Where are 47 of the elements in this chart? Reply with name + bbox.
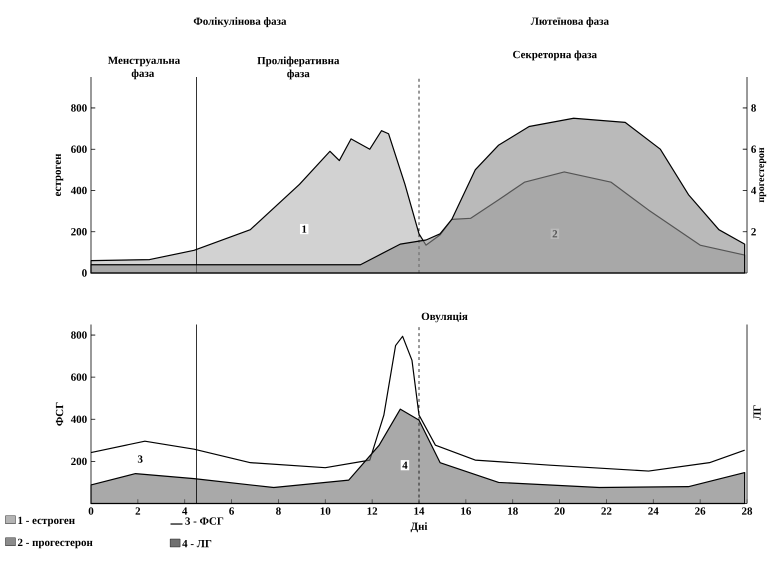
legend-label: 4 - ЛГ — [182, 540, 212, 548]
x-tick-label: 22 — [601, 507, 612, 515]
x-tick-label: 28 — [742, 507, 752, 515]
legend-label: 3 - ФСГ — [185, 517, 224, 525]
x-tick-label: 16 — [461, 507, 472, 515]
y-tick-label: 800 — [71, 104, 87, 112]
y-tick-label: 400 — [70, 186, 87, 194]
y-tick-label: 0 — [82, 269, 87, 277]
x-tick-label: 0 — [88, 507, 94, 515]
text: ЛГ — [753, 405, 761, 420]
annotation: 4 — [402, 462, 408, 469]
y-axis-title: естроген — [56, 154, 64, 196]
text: Секреторна фаза — [513, 50, 597, 60]
x-tick-label: 12 — [368, 507, 378, 515]
y-tick-label: 200 — [71, 458, 87, 466]
x-tick-label: 2 — [136, 507, 140, 515]
x-tick-label: 24 — [648, 507, 659, 515]
y-tick-label: 400 — [70, 416, 87, 423]
y-tick-label: 600 — [71, 373, 87, 381]
y-tick-label: 200 — [71, 228, 87, 236]
x-tick-label: 26 — [695, 507, 706, 515]
annotation: Менструальна фаза — [108, 56, 180, 80]
x-tick-label: 4 — [182, 507, 188, 515]
y-axis-title: ФСГ — [56, 402, 64, 426]
x-tick-label: 6 — [229, 507, 234, 515]
y2-tick-label: 8 — [751, 104, 756, 112]
annotation: Проліферативна фаза — [257, 56, 340, 80]
ref-line-label: Овуляція — [422, 312, 468, 322]
legend-label: 1 - естроген — [18, 516, 75, 526]
x-tick-label: 10 — [320, 507, 330, 515]
y2-tick-label: 4 — [751, 186, 756, 194]
annotation: 3 — [138, 455, 143, 463]
text: Фолікулінова фаза — [194, 17, 286, 28]
x-axis-title: Дні — [410, 522, 428, 532]
y-tick-label: 800 — [71, 331, 87, 339]
text: Лютеїнова фаза — [530, 17, 609, 28]
y2-axis-title: прогестерон — [759, 148, 766, 202]
x-tick-label: 18 — [508, 507, 518, 515]
annotation: 1 — [302, 225, 306, 233]
x-tick-label: 8 — [276, 507, 281, 515]
annotation: 2 — [552, 230, 558, 238]
y2-tick-label: 6 — [751, 146, 756, 153]
x-tick-label: 14 — [414, 507, 424, 515]
y2-tick-label: 2 — [751, 228, 756, 236]
y-tick-label: 600 — [71, 146, 87, 153]
legend-label: 2 - прогестерон — [18, 538, 93, 548]
x-tick-label: 20 — [554, 507, 565, 515]
